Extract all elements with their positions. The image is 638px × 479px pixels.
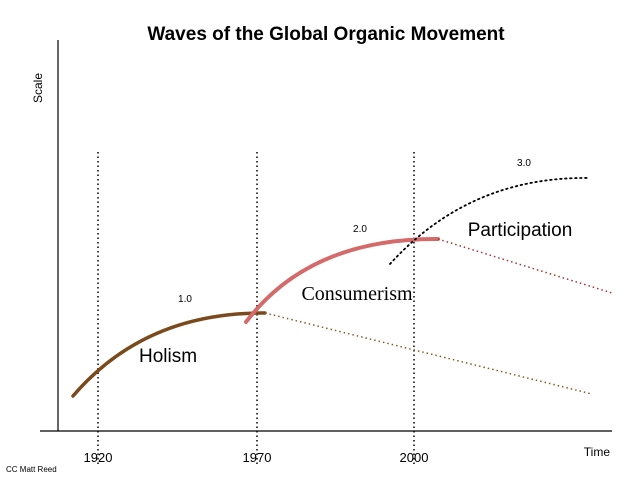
wave-2-decline-line xyxy=(437,238,613,294)
wave-2-version-label: 2.0 xyxy=(353,224,367,235)
wave-2-curve xyxy=(244,236,440,324)
y-axis-label: Scale xyxy=(31,73,45,103)
wave-1-name-label: Holism xyxy=(139,346,197,367)
tick-label-1970: 1970 xyxy=(243,450,272,465)
tick-label-2000: 2000 xyxy=(400,450,429,465)
wave-3-version-label: 3.0 xyxy=(517,158,531,169)
credit-label: CC Matt Reed xyxy=(6,465,57,474)
wave-3-name-label: Participation xyxy=(468,220,573,241)
diagram-title: Waves of the Global Organic Movement xyxy=(147,24,505,45)
wave-1-curve xyxy=(71,311,267,398)
wave-1-version-label: 1.0 xyxy=(178,294,192,305)
wave-3-curve xyxy=(389,177,591,265)
wave-2-name-label: Consumerism xyxy=(301,283,413,305)
x-axis-label: Time xyxy=(584,445,611,459)
wave-1-decline-line xyxy=(264,312,593,395)
tick-label-1920: 1920 xyxy=(84,450,113,465)
